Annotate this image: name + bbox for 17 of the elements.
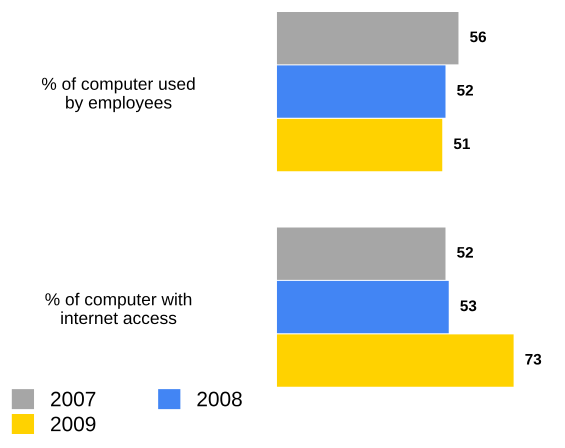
bar (276, 334, 514, 387)
data-label: 51 (454, 138, 470, 150)
data-label: 52 (457, 246, 473, 258)
data-label: 52 (457, 84, 473, 96)
bar (276, 65, 446, 118)
bar (276, 12, 458, 64)
data-label: 53 (460, 300, 476, 312)
data-label: 73 (525, 354, 542, 365)
bar (276, 227, 446, 280)
y-tick-label: % of computer with internet access (45, 292, 192, 324)
bar (276, 280, 449, 334)
legend-label: 2008 (197, 392, 242, 406)
y-tick-label: % of computer used by employees (42, 77, 195, 112)
legend-label: 2009 (51, 416, 96, 432)
data-label: 56 (470, 31, 486, 42)
bar (276, 118, 442, 172)
legend-label: 2007 (51, 392, 96, 406)
